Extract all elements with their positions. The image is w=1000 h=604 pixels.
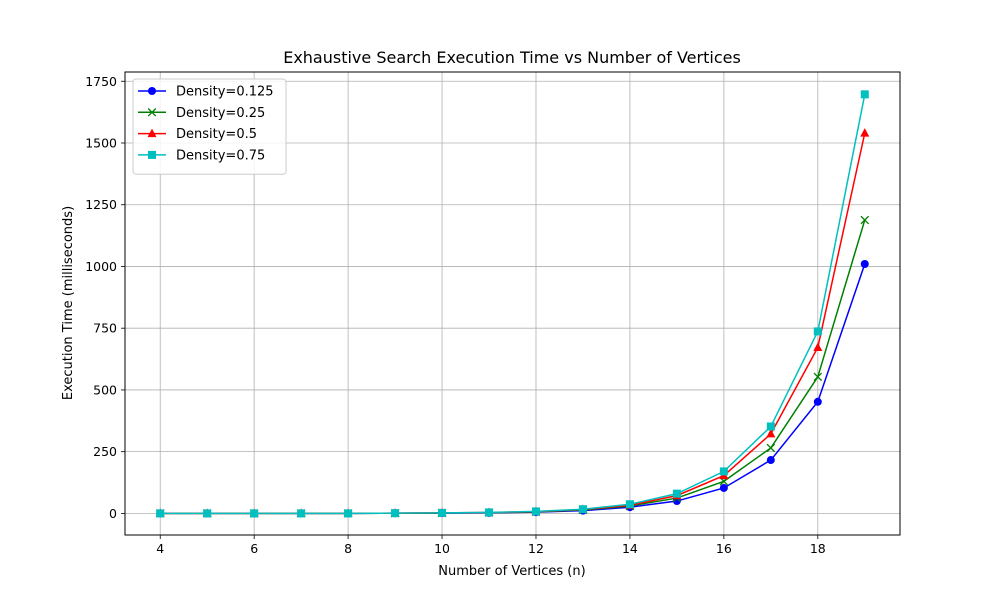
y-axis-label: Execution Time (milliseconds) (61, 206, 76, 400)
y-tick-label: 1250 (85, 197, 117, 212)
data-point-triangle (766, 428, 776, 438)
data-point-square (860, 90, 869, 99)
legend-box (132, 78, 287, 175)
data-point-x (860, 215, 870, 225)
ticks: 4 6 8 10 12 14 16 18 0 250 500 750 1000 1250 1500 1750 (85, 74, 826, 556)
data-point-square (250, 509, 259, 518)
legend-entry: Density=0.5 (138, 127, 257, 142)
y-tick-label: 1750 (85, 74, 117, 89)
y-tick-label: 250 (93, 444, 117, 459)
legend-entry: Density=0.75 (138, 148, 265, 163)
data-point-square (813, 327, 822, 336)
y-tick-label: 0 (109, 506, 117, 521)
data-point-circle (813, 397, 822, 406)
x-tick-label: 10 (434, 541, 450, 556)
legend-entry: Density=0.25 (138, 106, 265, 121)
data-point-square (148, 150, 156, 159)
data-point-square (719, 467, 728, 476)
legend-label: Density=0.125 (176, 85, 274, 100)
data-point-x (147, 108, 157, 117)
data-point-circle (860, 259, 869, 268)
data-point-square (766, 422, 775, 431)
data-point-square (203, 509, 212, 518)
data-point-triangle (860, 128, 870, 137)
x-tick-label: 8 (344, 541, 352, 556)
data-point-square (531, 507, 540, 516)
plot-frame (124, 71, 901, 536)
y-tick-label: 1500 (85, 135, 117, 150)
data-point-square (578, 505, 587, 514)
x-tick-label: 16 (716, 541, 732, 556)
series-4 (156, 90, 869, 518)
data-point-square (391, 509, 400, 518)
legend-entry: Density=0.125 (138, 85, 274, 100)
x-tick-label: 12 (528, 541, 544, 556)
x-tick-label: 18 (810, 541, 826, 556)
data-point-square (438, 508, 447, 517)
data-point-triangle (813, 342, 823, 351)
x-tick-label: 14 (622, 541, 638, 556)
data-point-square (344, 509, 353, 518)
data-point-circle (148, 87, 156, 95)
data-point-circle (719, 483, 728, 492)
data-point-square (485, 508, 494, 517)
legend-label: Density=0.25 (176, 106, 265, 121)
y-tick-label: 1000 (85, 259, 117, 274)
series-line (160, 94, 866, 515)
data-point-square (672, 489, 681, 498)
data-point-x (813, 372, 823, 382)
y-tick-label: 750 (93, 321, 117, 336)
x-axis-label: Number of Vertices (n) (438, 564, 585, 579)
data-point-square (625, 500, 634, 509)
legend-label: Density=0.5 (176, 127, 257, 142)
data-point-triangle (147, 128, 157, 138)
x-tick-label: 6 (250, 541, 258, 556)
x-tick-label: 4 (156, 541, 164, 556)
data-point-square (156, 509, 165, 518)
data-point-circle (766, 456, 775, 465)
chart-title: Exhaustive Search Execution Time vs Numb… (283, 48, 741, 67)
legend-label: Density=0.75 (176, 148, 265, 163)
series-layer (155, 90, 870, 518)
data-point-square (297, 509, 306, 518)
data-point-x (766, 443, 776, 453)
y-tick-label: 500 (93, 382, 117, 397)
legend: Density=0.125 Density=0.25 Density=0.5 Dens… (132, 78, 287, 175)
